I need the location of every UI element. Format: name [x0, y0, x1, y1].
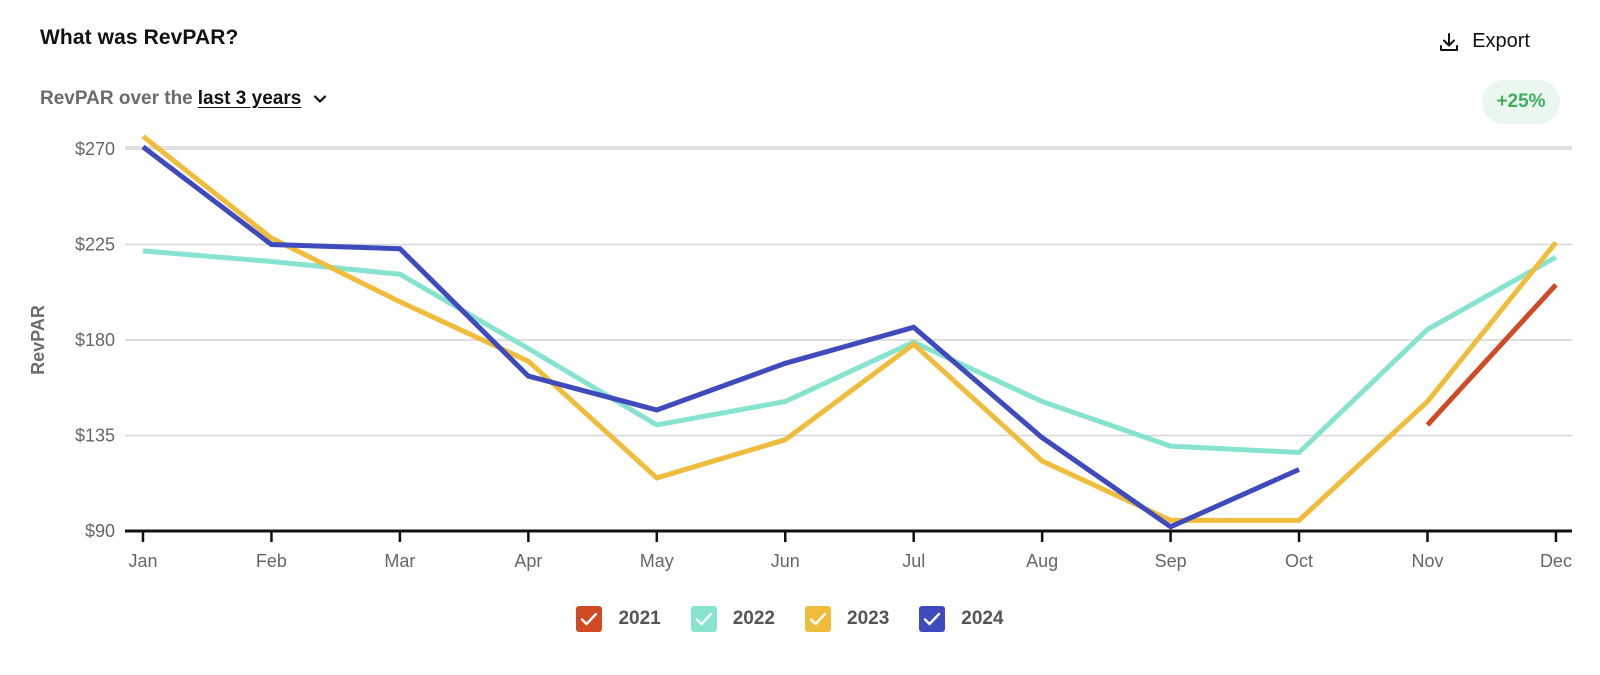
chart-subtitle: RevPAR over the last 3 years: [40, 88, 327, 110]
legend-label: 2021: [618, 608, 661, 629]
change-badge: +25%: [1482, 80, 1560, 124]
chevron-down-icon: [313, 88, 327, 110]
y-axis-ticks: $90 $135 $180 $225 $270: [75, 139, 115, 541]
checkbox-check-icon[interactable]: [919, 606, 946, 632]
legend-item-2021[interactable]: 2021: [576, 606, 661, 632]
y-axis-label: RevPAR: [28, 305, 48, 375]
x-tick-label: Jul: [902, 551, 925, 571]
series-line-2024: [141, 144, 1301, 530]
chart-title: What was RevPAR?: [40, 26, 239, 49]
legend-item-2024[interactable]: 2024: [919, 606, 1004, 632]
legend-label: 2023: [847, 608, 890, 629]
x-tick-label: May: [640, 551, 674, 571]
x-tick-label: Mar: [384, 551, 415, 571]
x-tick-label: Apr: [514, 551, 542, 571]
date-range-label: last 3 years: [197, 88, 302, 109]
checkbox-check-icon[interactable]: [805, 606, 831, 632]
series-line-2022: [142, 248, 1558, 456]
y-tick-label: $90: [85, 521, 115, 541]
checkbox-check-icon[interactable]: [576, 606, 603, 632]
y-tick-label: $135: [75, 426, 115, 446]
x-tick-label: Nov: [1411, 551, 1443, 571]
date-range-dropdown[interactable]: last 3 years: [198, 88, 328, 110]
x-axis: Jan Feb Mar Apr May Jun Jul Aug Sep Oct Nov Dec: [125, 529, 1572, 571]
x-tick-label: Aug: [1026, 551, 1058, 571]
revpar-line-chart: $90 $135 $180 $225 $270 Jan Feb Mar Apr May Jun Ju…: [28, 134, 1572, 571]
checkbox-check-icon[interactable]: [690, 606, 717, 632]
x-tick-label: Jun: [771, 551, 800, 571]
x-tick-label: Sep: [1155, 551, 1187, 571]
series-lines: [141, 134, 1558, 530]
gridlines: [125, 146, 1572, 437]
x-tick-label: Dec: [1540, 551, 1572, 571]
chart-legend: 2021 2022 2023 2024: [0, 606, 1590, 632]
subtitle-prefix: RevPAR over the: [40, 88, 193, 109]
y-tick-label: $180: [75, 330, 115, 350]
legend-item-2022[interactable]: 2022: [690, 606, 775, 632]
y-tick-label: $225: [75, 235, 115, 255]
export-label: Export: [1472, 30, 1530, 52]
legend-item-2023[interactable]: 2023: [805, 606, 889, 632]
legend-label: 2022: [732, 608, 775, 629]
x-tick-label: Oct: [1285, 551, 1313, 571]
download-icon: [1438, 31, 1460, 53]
x-tick-label: Feb: [256, 551, 287, 571]
y-tick-label: $270: [75, 139, 115, 159]
x-tick-label: Jan: [128, 551, 157, 571]
series-line-2021: [1425, 283, 1558, 427]
legend-label: 2024: [961, 608, 1004, 629]
series-line-2023: [141, 134, 1558, 523]
export-button[interactable]: Export: [1430, 24, 1538, 59]
